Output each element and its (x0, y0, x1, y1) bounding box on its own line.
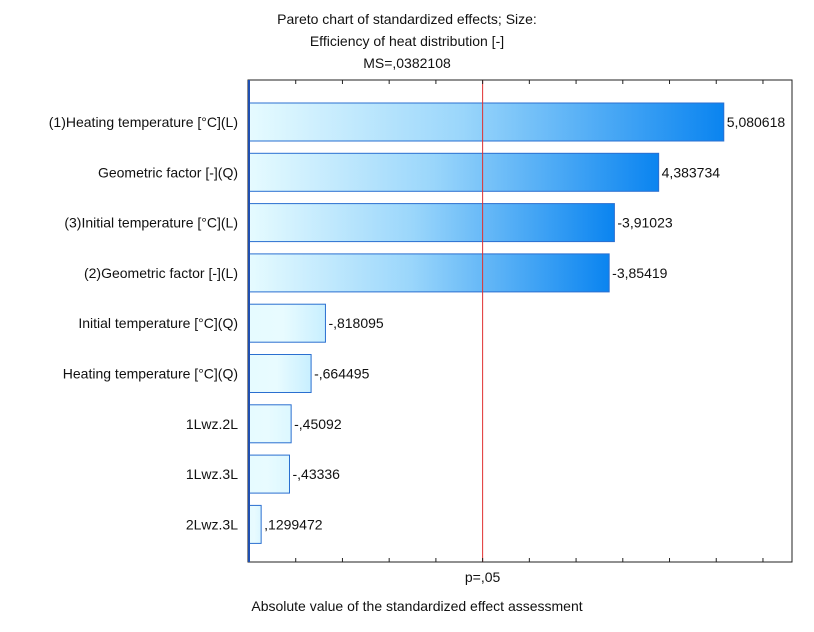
bar-value-label-6: -,664495 (314, 366, 369, 382)
chart-title-line-2: Efficiency of heat distribution [-] (309, 33, 505, 49)
bar-1 (248, 102, 725, 142)
category-label-6: Heating temperature [°C](Q) (63, 366, 238, 382)
bar-4 (248, 253, 610, 293)
bar-value-label-9: ,1299472 (264, 516, 323, 532)
axis-ticks (295, 80, 764, 562)
bar-6 (248, 354, 312, 393)
category-label-9: 2Lwz.3L (186, 516, 238, 532)
bar-7 (248, 404, 292, 444)
bar-value-label-5: -,818095 (328, 315, 383, 331)
category-label-7: 1Lwz.2L (186, 416, 238, 432)
category-label-1: (1)Heating temperature [°C](L) (49, 114, 238, 130)
category-label-4: (2)Geometric factor [-](L) (84, 265, 238, 281)
bar-9 (248, 504, 262, 544)
bar-value-label-7: -,45092 (294, 416, 342, 432)
bar-2 (248, 152, 660, 192)
bar-value-label-3: -3,91023 (617, 215, 672, 231)
labels-group: 5,080618 (1)Heating temperature [°C](L) 4,… (49, 114, 786, 532)
bar-value-label-1: 5,080618 (727, 114, 786, 130)
bar-3 (248, 203, 615, 243)
chart-title-line-1: Pareto chart of standardized effects; Si… (277, 11, 537, 27)
chart-title-line-3: MS=,0382108 (363, 55, 451, 71)
reference-line-label: p=,05 (465, 569, 501, 585)
bar-value-label-8: -,43336 (292, 466, 340, 482)
category-label-3: (3)Initial temperature [°C](L) (64, 215, 238, 231)
x-axis-label: Absolute value of the standardized effec… (251, 598, 583, 614)
bar-8 (248, 454, 290, 494)
category-label-2: Geometric factor [-](Q) (98, 164, 238, 180)
category-label-8: 1Lwz.3L (186, 466, 238, 482)
category-label-5: Initial temperature [°C](Q) (78, 315, 238, 331)
bar-5 (248, 303, 326, 343)
bar-value-label-2: 4,383734 (662, 164, 721, 180)
bar-value-label-4: -3,85419 (612, 265, 667, 281)
